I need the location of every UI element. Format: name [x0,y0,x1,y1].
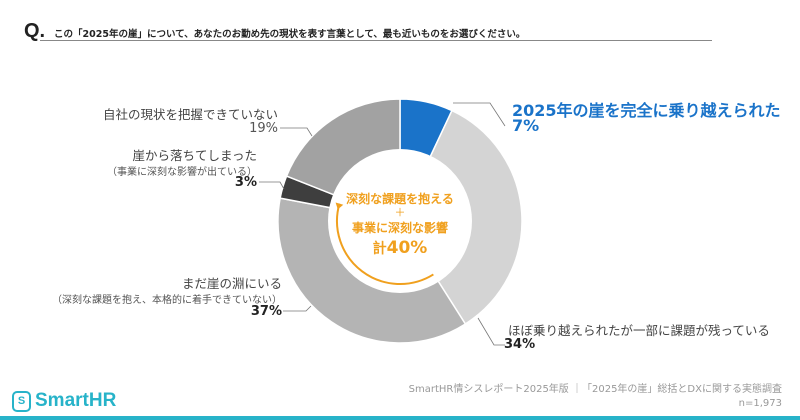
leader-line-0 [453,102,506,127]
slice-pct-3: 3% [234,175,257,190]
donut-hole [328,149,472,293]
annotation-plus: ＋ [394,206,406,219]
slice-pct-4: 19% [249,121,278,136]
question-mark: Q. [24,20,46,42]
smarthr-logo-icon: S [12,390,31,412]
source-note: SmartHR情シスレポート2025年版 ｜「2025年の崖」総括とDXに関する… [409,383,782,411]
annotation-line1: 深刻な課題を抱える [346,192,454,206]
slice-label-4: 自社の現状を把握できていない [102,107,278,122]
leader-line-2 [283,305,312,312]
slice-sublabel-2: （深刻な課題を抱え、本格的に着手できていない） [52,295,282,306]
slice-label-3: 崖から落ちてしまった [132,148,257,163]
center-annotation: 深刻な課題を抱える ＋ 事業に深刻な影響 計40% [330,190,470,258]
annotation-line2: 事業に深刻な影響 [351,221,448,235]
footer-accent-bar [0,416,800,420]
annotation-total-prefix: 計 [372,241,387,257]
smarthr-logo: S SmartHR [12,390,116,412]
brand-name: SmartHR [35,390,117,411]
slice-label-1: ほぼ乗り越えられたが一部に課題が残っている [508,323,770,338]
question-underline [40,40,712,41]
leader-line-3 [259,181,285,190]
sample-size: n=1,973 [738,398,782,409]
slice-pct-1: 34% [504,337,536,352]
annotation-total: 40% [386,238,428,258]
slice-sublabel-3: （事業に深刻な影響が出ている） [107,167,257,178]
annotation-arc [336,203,434,285]
question-text: この「2025年の崖」について、あなたのお勤め先の現状を表す言葉として、最も近い… [54,29,526,40]
leader-line-1 [477,317,505,346]
slice-pct-2: 37% [250,304,282,319]
slice-label-0: 2025年の崖を完全に乗り越えられた [512,101,781,120]
leader-line-4 [280,127,313,137]
annotation-arrowhead-icon [335,202,344,210]
slice-label-2: まだ崖の淵にいる [181,276,282,291]
source-text: SmartHR情シスレポート2025年版 ｜「2025年の崖」総括とDXに関する… [408,384,782,395]
slice-pct-0: 7% [512,116,540,135]
